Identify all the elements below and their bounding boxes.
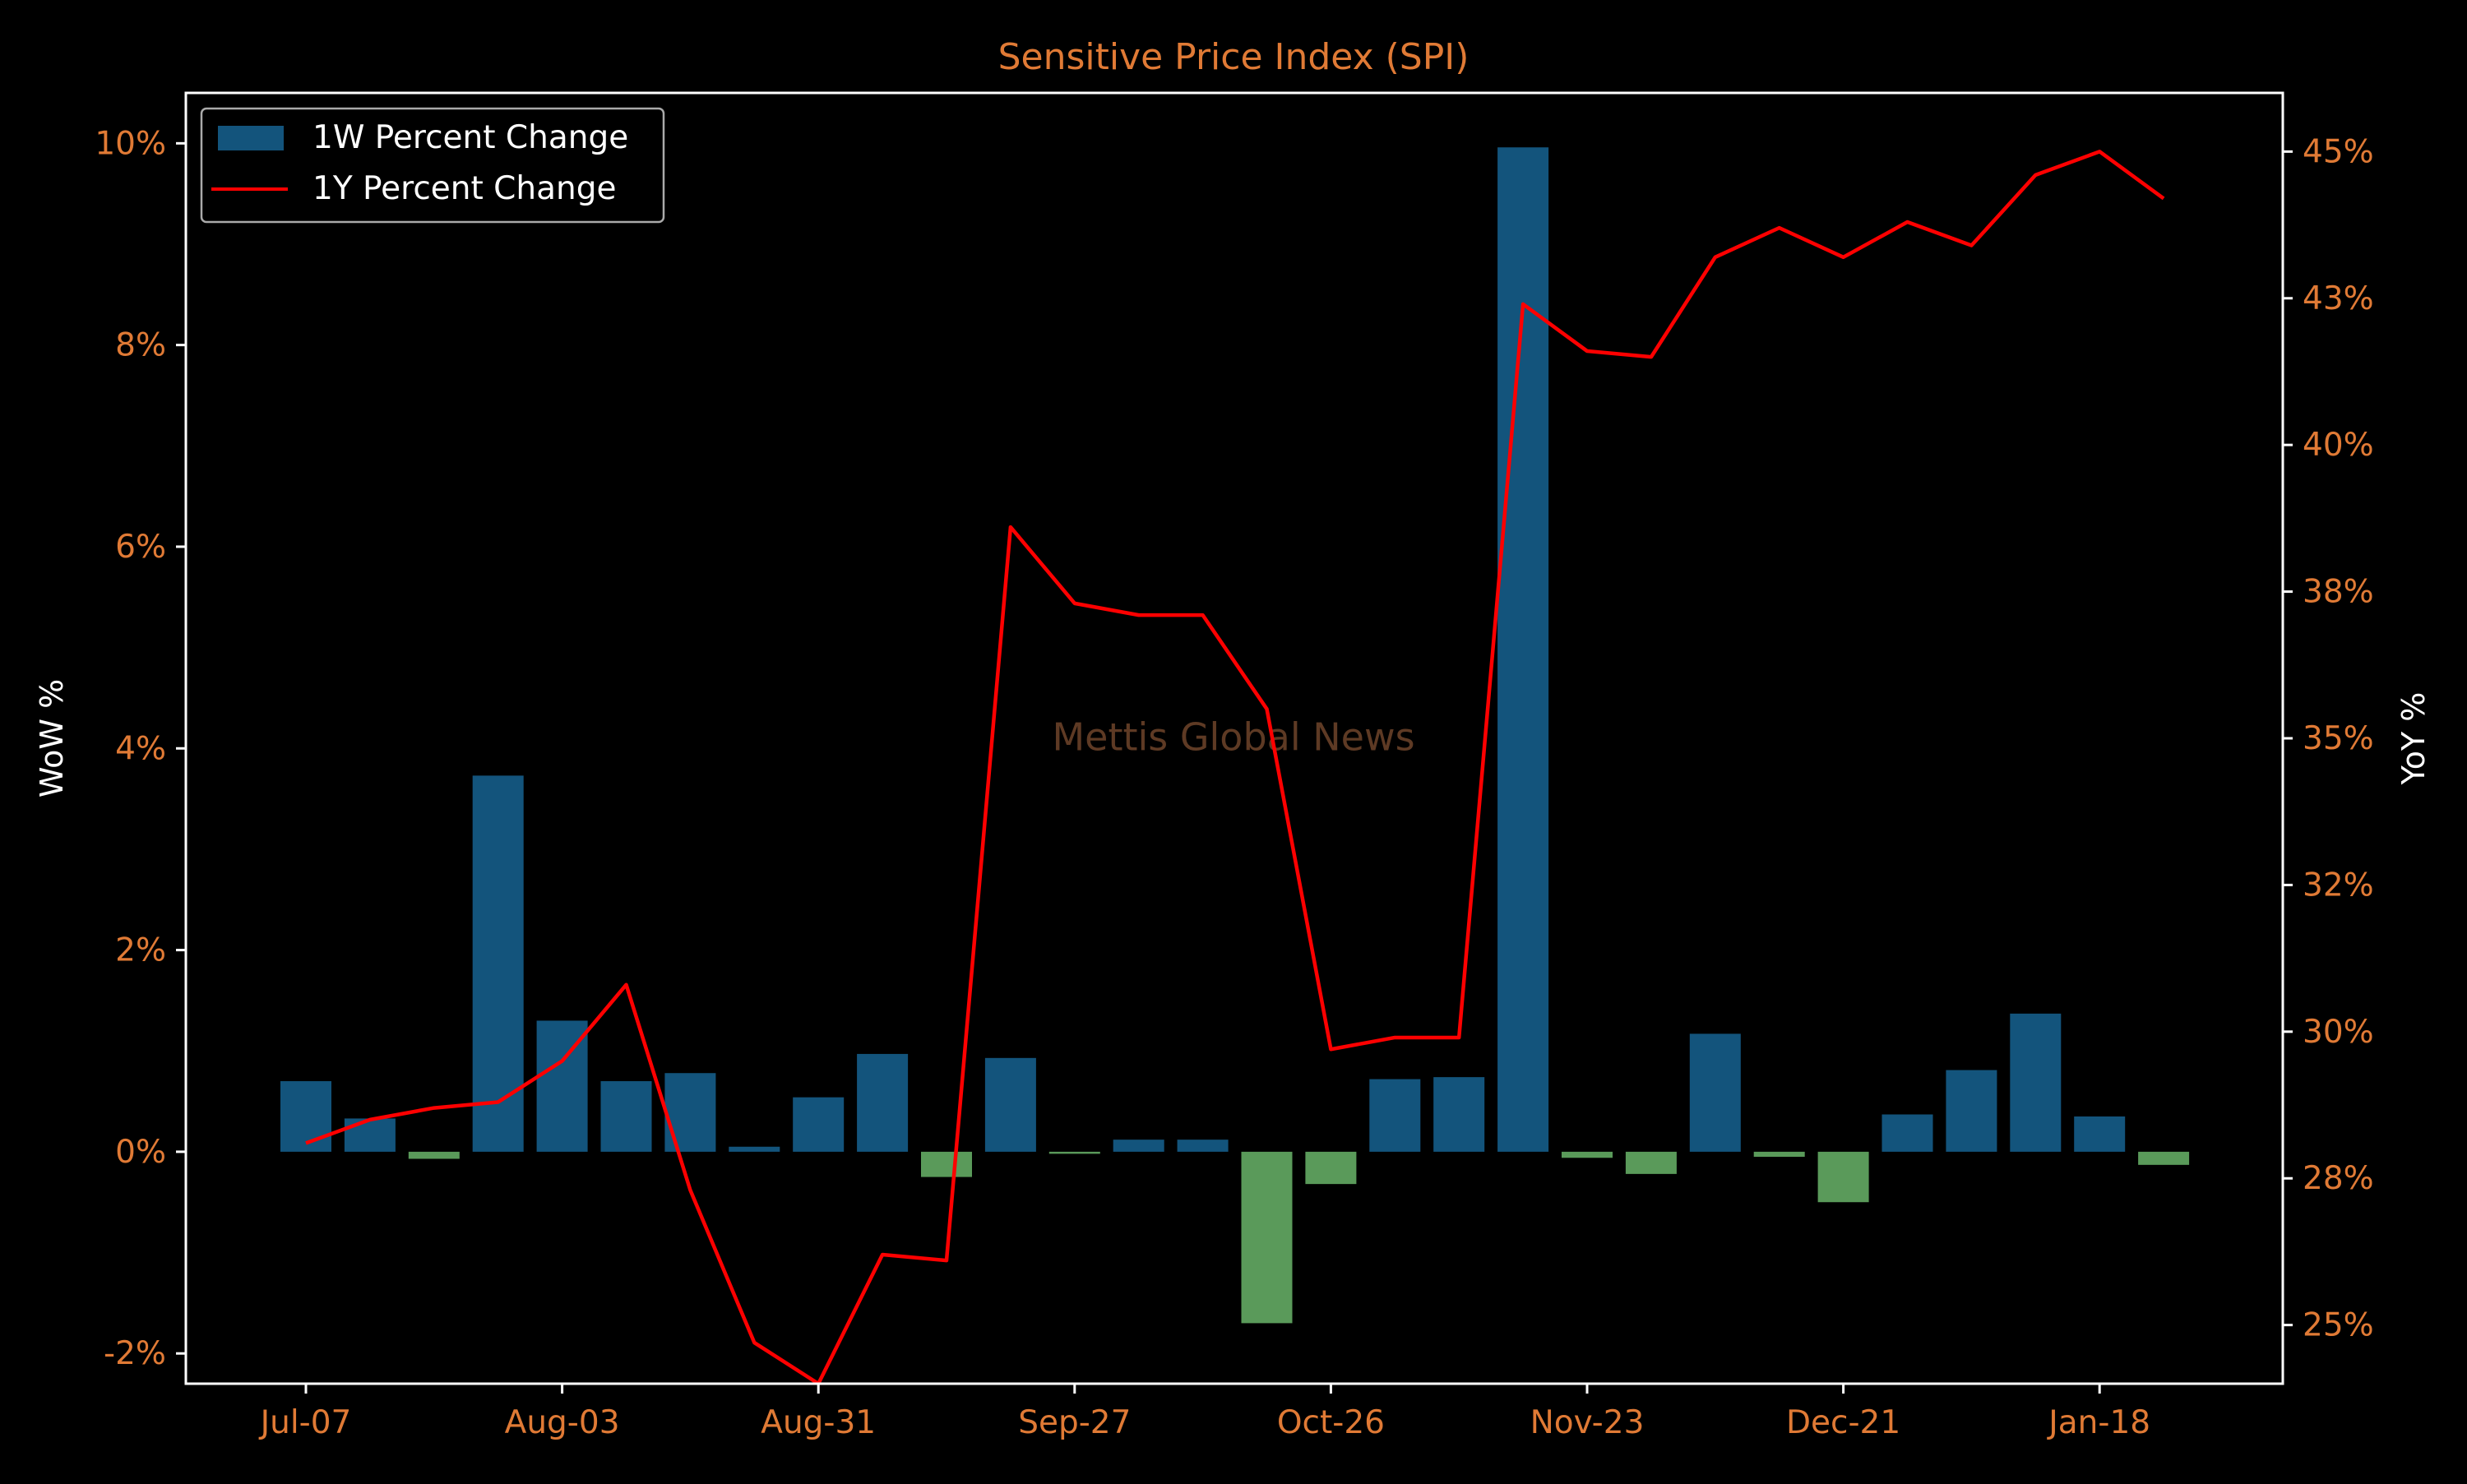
bar-wow [857,1053,909,1152]
left-y-tick-label: 8% [115,327,166,364]
x-tick-label: Oct-26 [1277,1404,1385,1441]
line-yoy [305,150,2165,1386]
bar-wow [1753,1151,1805,1158]
right-y-tick-label: 25% [2303,1307,2374,1344]
bar-wow [1305,1151,1357,1185]
bar-wow [664,1073,716,1152]
bar-wow [984,1057,1036,1152]
bar-wow [921,1151,972,1177]
bar-wow [729,1146,780,1152]
bar-wow [344,1118,396,1152]
left-y-tick-label: 4% [115,730,166,767]
bar-wow [600,1081,652,1152]
bar-wow [1177,1140,1229,1152]
left-y-tick-label: 0% [115,1134,166,1171]
bar-wow [1881,1114,1933,1152]
bar-wow [1241,1151,1293,1324]
right-y-tick-label: 38% [2303,574,2374,611]
x-tick-label: Jan-18 [2046,1404,2150,1441]
bar-wow [793,1097,845,1152]
left-y-tick-label: 10% [95,125,166,162]
bar-wow [1562,1151,1613,1158]
left-y-axis: -2% 0% 2% 4% 6% 8% 10% [95,125,186,1372]
x-axis: Jul-07 Aug-03 Aug-31 Sep-27 Oct-26 Nov-23 Dec-… [258,1384,2150,1441]
bar-wow [408,1151,460,1159]
bar-wow [1433,1077,1485,1152]
right-y-tick-label: 30% [2303,1014,2374,1051]
left-y-tick-label: 2% [115,932,166,969]
bar-wow [2138,1151,2190,1165]
bar-wow [1817,1151,1869,1203]
legend-bar-swatch [218,126,284,150]
left-y-tick-label: -2% [104,1335,166,1372]
legend: 1W Percent Change 1Y Percent Change [200,107,665,224]
right-y-tick-label: 35% [2303,720,2374,757]
right-y-tick-label: 45% [2303,133,2374,170]
x-tick-label: Aug-03 [505,1404,620,1441]
legend-box [200,107,665,224]
watermark: Mettis Global News [1052,715,1414,760]
right-y-tick-label: 40% [2303,427,2374,464]
bar-wow [1946,1070,1997,1152]
bar-wow [1497,147,1549,1152]
legend-label-line: 1Y Percent Change [312,170,617,207]
x-tick-label: Nov-23 [1530,1404,1645,1441]
chart-title: Sensitive Price Index (SPI) [998,36,1470,78]
left-y-tick-label: 6% [115,529,166,566]
x-tick-label: Aug-31 [761,1404,876,1441]
y-axis-label-right: YoY % [2395,692,2432,786]
bar-wow [280,1081,331,1152]
bar-wow [1369,1079,1421,1152]
x-tick-label: Dec-21 [1786,1404,1900,1441]
bar-wow [2074,1116,2126,1152]
legend-label-bar: 1W Percent Change [312,119,628,156]
bar-wow [2010,1013,2062,1152]
right-y-tick-label: 28% [2303,1160,2374,1197]
x-tick-label: Jul-07 [258,1404,352,1441]
right-y-axis: 25% 28% 30% 32% 35% 38% 40% 43% 45% [2283,133,2374,1344]
bar-wow [1113,1140,1164,1152]
bar-wow [472,775,524,1152]
bar-wow [1625,1151,1677,1174]
y-axis-label-left: WoW % [34,679,70,797]
line-layer [305,150,2165,1386]
bar-wow [1048,1151,1100,1154]
right-y-tick-label: 32% [2303,867,2374,904]
right-y-tick-label: 43% [2303,280,2374,317]
x-tick-label: Sep-27 [1018,1404,1131,1441]
bar-wow [1689,1033,1741,1152]
